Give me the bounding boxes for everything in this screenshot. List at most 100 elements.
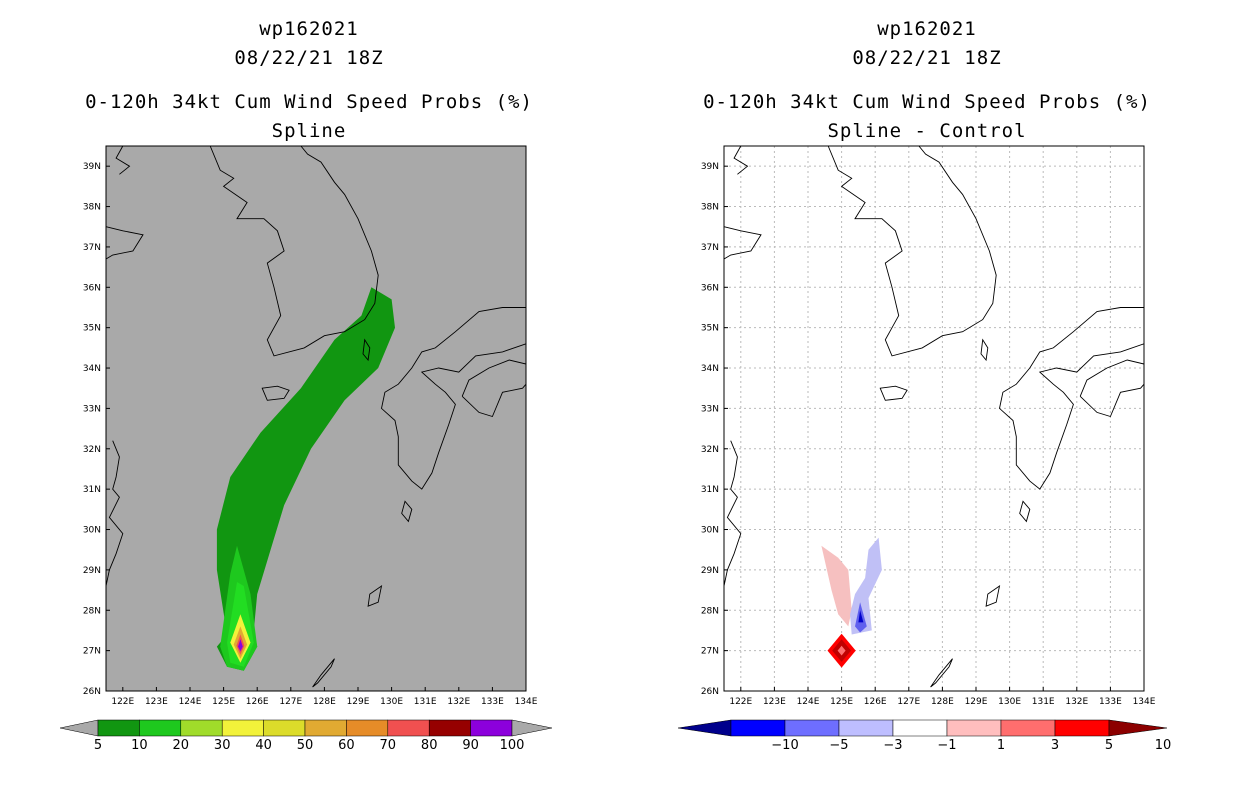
y-tick-label: 37N (701, 243, 719, 253)
colorbar-swatch (784, 719, 840, 737)
china-coastline (723, 440, 742, 587)
y-tick-label: 29N (83, 566, 101, 576)
x-tick-label: 129E (965, 697, 988, 707)
y-tick-label: 29N (701, 566, 719, 576)
x-tick-label: 132E (447, 697, 470, 707)
colorbar-label: 40 (255, 738, 272, 753)
shandong-coastline (105, 226, 144, 260)
colorbar-swatch (428, 719, 471, 737)
colorbar-label: 30 (214, 738, 231, 753)
right-map-svg: 122E 123E 124E 125E 126E 127E 128E 129E 130E 131E… (677, 145, 1171, 753)
amami-island (367, 584, 383, 607)
negative-difference-light (850, 537, 882, 635)
y-tick-label: 34N (701, 364, 719, 374)
x-tick-label: 130E (380, 697, 403, 707)
x-tick-label: 131E (1032, 697, 1055, 707)
colorbar-label: 1 (997, 738, 1005, 753)
map-frame (723, 145, 1145, 692)
y-tick-label: 39N (701, 162, 719, 172)
y-tick-label: 28N (701, 606, 719, 616)
tsushima-island (362, 338, 371, 362)
y-tick-label: 31N (701, 485, 719, 495)
korea-coastline (209, 145, 379, 357)
colorbar-swatch (304, 719, 347, 737)
jeju-island (261, 385, 290, 401)
colorbar-swatch (1054, 719, 1110, 737)
y-tick-label: 36N (83, 283, 101, 293)
x-tick-label: 125E (212, 697, 235, 707)
chart-title-method: Spline - Control (827, 120, 1027, 142)
y-tick-label: 32N (83, 445, 101, 455)
x-tick-label: 134E (515, 697, 538, 707)
jeju-island (879, 385, 908, 401)
okinawa-island (930, 658, 953, 688)
colorbar-label: −1 (937, 738, 956, 753)
left-map-svg: 122E 123E 124E 125E 126E 127E 128E 129E 130E 131E… (59, 145, 553, 753)
colorbar-swatch (946, 719, 1002, 737)
yakushima-island (401, 500, 413, 523)
y-tick-label: 30N (83, 526, 101, 536)
y-tick-label: 28N (83, 606, 101, 616)
positive-difference-light (821, 545, 852, 627)
colorbar-label: 20 (173, 738, 190, 753)
colorbar-label: 50 (297, 738, 314, 753)
colorbar-label: 5 (1105, 738, 1113, 753)
colorbar-swatch (221, 719, 264, 737)
x-tick-label: 127E (279, 697, 302, 707)
colorbar-swatch (180, 719, 223, 737)
x-tick-label: 123E (145, 697, 168, 707)
x-tick-label: 133E (1099, 697, 1122, 707)
probability-contour-5pct (216, 287, 395, 671)
left-chart-panel: wp162021 08/22/21 18Z 0-120h 34kt Cum Wi… (59, 18, 553, 753)
china-coastline (105, 440, 124, 587)
x-tick-label: 123E (763, 697, 786, 707)
colorbar-label: −10 (771, 738, 798, 753)
colorbar-label: 100 (500, 738, 525, 753)
liaodong-coastline (115, 145, 131, 175)
colorbar-under-arrow (677, 719, 732, 737)
colorbar-swatch (387, 719, 430, 737)
colorbar-swatch (730, 719, 786, 737)
liaodong-coastline (733, 145, 749, 175)
japan-coastline (999, 307, 1145, 490)
x-tick-label: 125E (830, 697, 853, 707)
y-tick-label: 31N (83, 485, 101, 495)
chart-title-storm-id: wp162021 (259, 18, 359, 40)
y-tick-label: 33N (83, 404, 101, 414)
colorbar-swatch (263, 719, 306, 737)
x-tick-label: 130E (998, 697, 1021, 707)
x-tick-label: 126E (246, 697, 269, 707)
tsushima-island (980, 338, 989, 362)
y-tick-label: 38N (83, 203, 101, 213)
x-tick-label: 122E (729, 697, 752, 707)
colorbar-label: 60 (338, 738, 355, 753)
y-tick-label: 27N (701, 647, 719, 657)
chart-title-product: 0-120h 34kt Cum Wind Speed Probs (%) (85, 91, 533, 113)
colorbar-over-arrow (511, 719, 553, 737)
colorbar-swatch (139, 719, 182, 737)
x-tick-label: 126E (864, 697, 887, 707)
colorbar-swatch (1000, 719, 1056, 737)
colorbar-under-arrow (59, 719, 99, 737)
colorbar-label: 10 (131, 738, 148, 753)
x-tick-label: 124E (797, 697, 820, 707)
colorbar-label: 70 (380, 738, 397, 753)
x-tick-label: 132E (1065, 697, 1088, 707)
x-tick-label: 127E (897, 697, 920, 707)
map-background (724, 146, 1144, 691)
colorbar-label: −5 (829, 738, 848, 753)
x-tick-label: 134E (1133, 697, 1156, 707)
y-tick-label: 26N (701, 687, 719, 697)
chart-title-date: 08/22/21 18Z (852, 47, 1002, 69)
colorbar-label: 5 (94, 738, 102, 753)
y-tick-label: 33N (701, 404, 719, 414)
colorbar-label: −3 (883, 738, 902, 753)
y-tick-label: 37N (83, 243, 101, 253)
colorbar-label: 3 (1051, 738, 1059, 753)
x-tick-label: 124E (179, 697, 202, 707)
colorbar-swatch (838, 719, 894, 737)
colorbar-swatch (470, 719, 513, 737)
chart-title-product: 0-120h 34kt Cum Wind Speed Probs (%) (703, 91, 1151, 113)
colorbar-label: 80 (421, 738, 438, 753)
map-frame (105, 145, 527, 692)
